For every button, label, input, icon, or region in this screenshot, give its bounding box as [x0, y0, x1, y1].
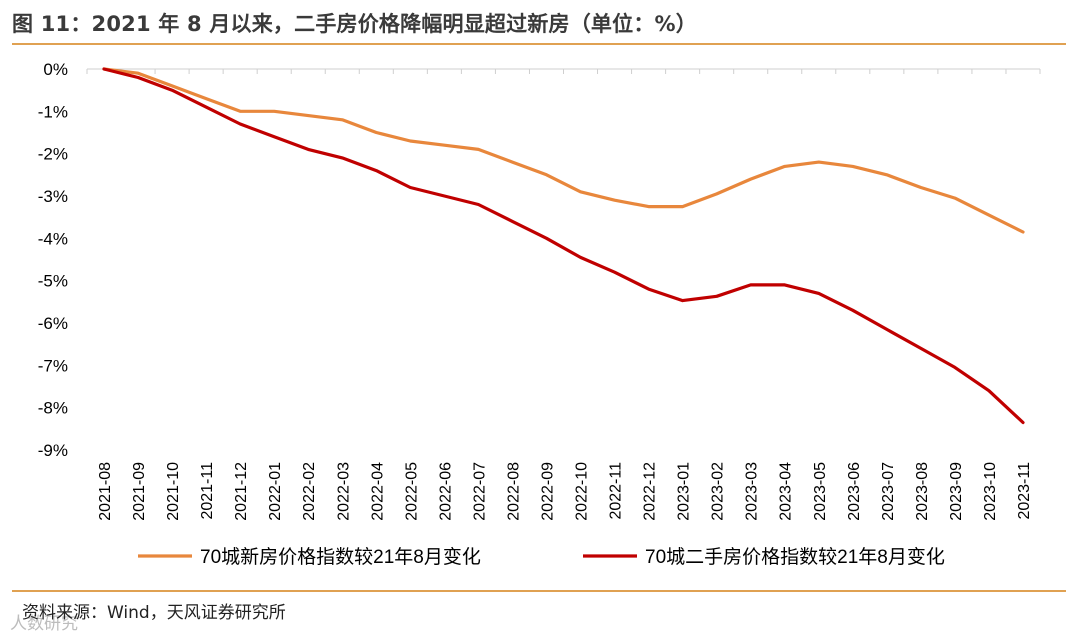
source-note: 资料来源：Wind，天风证券研究所 — [22, 603, 286, 623]
x-tick-label: 2021-11 — [199, 462, 216, 520]
y-tick-label: -3% — [38, 187, 68, 206]
x-tick-label: 2022-04 — [369, 462, 386, 521]
x-tick-label: 2023-10 — [982, 462, 999, 521]
watermark-text: 人数研究 — [10, 614, 78, 634]
x-tick-label: 2023-06 — [846, 462, 863, 521]
title-divider — [12, 43, 1066, 45]
x-tick-label: 2022-01 — [267, 462, 284, 521]
x-tick-label: 2022-11 — [608, 462, 625, 520]
y-tick-label: -8% — [38, 399, 68, 418]
y-tick-label: 0% — [43, 60, 68, 79]
x-tick-label: 2023-07 — [880, 462, 897, 521]
x-tick-label: 2023-08 — [914, 462, 931, 521]
axis-layer — [86, 68, 1041, 74]
legend-label-1: 70城新房价格指数较21年8月变化 — [200, 546, 481, 568]
x-tick-label: 2021-09 — [131, 462, 148, 521]
x-tick-label: 2021-12 — [233, 462, 250, 521]
y-tick-label: -2% — [38, 145, 68, 164]
y-tick-label: -1% — [38, 102, 68, 121]
footer-divider — [12, 590, 1066, 592]
x-tick-label: 2023-09 — [948, 462, 965, 521]
y-tick-label: -4% — [38, 229, 68, 248]
x-tick-label: 2023-03 — [744, 462, 761, 521]
x-tick-label: 2022-09 — [539, 462, 556, 521]
y-tick-label: -5% — [38, 272, 68, 291]
x-tick-label: 2023-01 — [676, 462, 693, 521]
x-tick-label: 2022-06 — [437, 462, 454, 521]
y-tick-label: -9% — [38, 441, 68, 460]
x-tick-label: 2022-12 — [642, 462, 659, 521]
x-tick-label: 2023-05 — [812, 462, 829, 521]
x-tick-label: 2022-07 — [471, 462, 488, 521]
x-tick-label: 2022-10 — [574, 462, 591, 521]
x-tick-label: 2022-05 — [403, 462, 420, 521]
series-line-2 — [102, 67, 1025, 425]
x-tick-label: 2023-02 — [710, 462, 727, 521]
x-tick-label: 2022-02 — [301, 462, 318, 521]
x-tick-label: 2021-10 — [165, 462, 182, 521]
x-tick-label: 2023-04 — [778, 462, 795, 521]
x-tick-label: 2022-03 — [335, 462, 352, 521]
y-tick-label: -6% — [38, 314, 68, 333]
x-tick-label: 2023-11 — [1016, 462, 1033, 520]
legend-label-2: 70城二手房价格指数较21年8月变化 — [645, 546, 945, 568]
chart-title: 图 11：2021 年 8 月以来，二手房价格降幅明显超过新房（单位：%） — [12, 12, 697, 36]
y-axis-ticks: 0% -1% -2% -3% -4% -5% -6% -7% -8% -9% — [38, 60, 68, 460]
x-axis-ticks: 2021-08 2021-09 2021-10 2021-11 2021-12 2022-… — [97, 462, 1033, 521]
x-tick-label: 2022-08 — [505, 462, 522, 521]
y-tick-label: -7% — [38, 356, 68, 375]
legend: 70城新房价格指数较21年8月变化 70城二手房价格指数较21年8月变化 — [138, 546, 945, 568]
x-tick-label: 2021-08 — [97, 462, 114, 521]
series-line-1 — [102, 67, 1025, 234]
series-lines — [102, 67, 1025, 425]
